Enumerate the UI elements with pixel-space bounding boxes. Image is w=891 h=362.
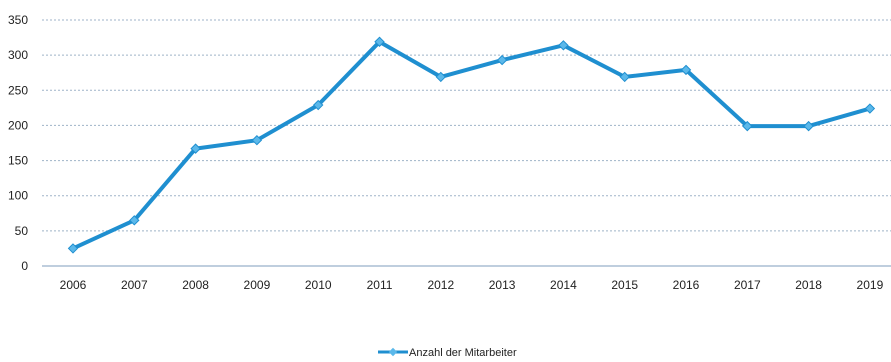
y-tick-label-50: 50 [15, 224, 29, 238]
y-tick-label-0: 0 [21, 259, 28, 273]
x-tick-label-2009: 2009 [244, 278, 271, 292]
x-tick-label-2012: 2012 [427, 278, 454, 292]
data-point-2018 [803, 120, 814, 132]
data-point-2012 [435, 71, 447, 83]
data-point-2016 [680, 64, 692, 76]
data-point-2006 [67, 243, 79, 254]
legend-diamond-marker [388, 347, 398, 357]
x-axis-ticks: 2006 2007 2008 2009 2010 2011 2012 2013 2014 2015… [60, 278, 884, 292]
data-point-2010 [312, 99, 324, 111]
legend-label-anzahl-der-mitarbeiter: Anzahl der Mitarbeiter [409, 347, 517, 359]
x-tick-label-2016: 2016 [673, 278, 700, 292]
y-tick-label-200: 200 [8, 118, 28, 132]
gridlines [42, 19, 891, 267]
data-point-2007 [129, 215, 140, 226]
y-axis-ticks: 0 50 100 150 200 250 300 350 [8, 13, 28, 273]
data-point-2013 [496, 54, 508, 66]
y-tick-label-150: 150 [8, 154, 28, 168]
data-point-2017 [742, 120, 753, 132]
series-line-anzahl-der-mitarbeiter [71, 39, 872, 251]
data-point-2015 [619, 71, 630, 83]
data-point-2009 [251, 134, 263, 146]
x-tick-label-2018: 2018 [795, 278, 822, 292]
data-point-2014 [558, 40, 569, 51]
x-tick-label-2015: 2015 [611, 278, 638, 292]
x-tick-label-2006: 2006 [60, 278, 87, 292]
data-point-2011 [374, 36, 385, 47]
x-tick-label-2010: 2010 [305, 278, 332, 292]
series-layer [67, 36, 876, 254]
x-tick-label-2008: 2008 [182, 278, 209, 292]
data-point-2008 [190, 143, 201, 154]
x-tick-label-2007: 2007 [121, 278, 148, 292]
y-tick-label-250: 250 [8, 83, 28, 97]
x-tick-label-2017: 2017 [734, 278, 761, 292]
y-tick-label-350: 350 [8, 13, 28, 27]
y-tick-label-100: 100 [8, 189, 28, 203]
y-tick-label-300: 300 [8, 48, 28, 62]
x-tick-label-2011: 2011 [367, 278, 393, 292]
x-tick-label-2019: 2019 [857, 278, 884, 292]
legend: Anzahl der Mitarbeiter [378, 347, 517, 359]
x-tick-label-2014: 2014 [550, 278, 577, 292]
data-point-2019 [864, 103, 876, 114]
x-tick-label-2013: 2013 [489, 278, 516, 292]
